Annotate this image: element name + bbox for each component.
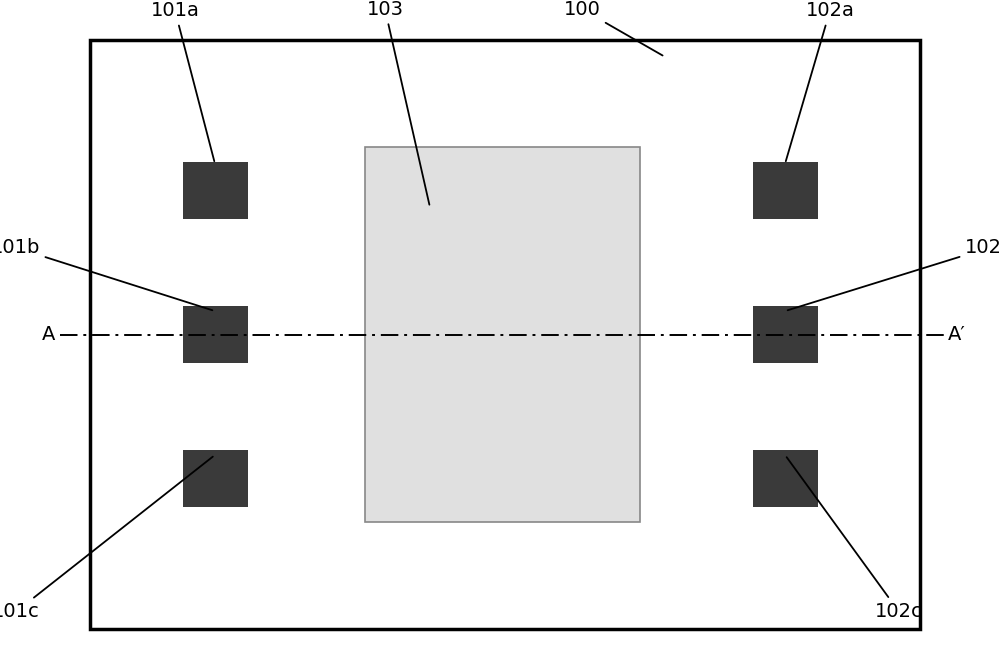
- Bar: [182, 163, 248, 219]
- Text: A′: A′: [948, 325, 966, 344]
- Text: 101a: 101a: [151, 1, 214, 161]
- Bar: [182, 306, 248, 363]
- Bar: [753, 163, 818, 219]
- Text: 101b: 101b: [0, 238, 212, 310]
- Bar: [753, 306, 818, 363]
- Text: 102c: 102c: [787, 457, 923, 621]
- Text: 102a: 102a: [786, 1, 854, 161]
- Bar: [90, 40, 920, 629]
- Text: 102b: 102b: [788, 238, 1000, 310]
- Text: 101c: 101c: [0, 457, 213, 621]
- Text: 100: 100: [564, 0, 663, 56]
- Text: 103: 103: [366, 0, 429, 205]
- Bar: [753, 450, 818, 507]
- Bar: [182, 450, 248, 507]
- Text: A: A: [42, 325, 55, 344]
- Bar: [365, 147, 640, 522]
